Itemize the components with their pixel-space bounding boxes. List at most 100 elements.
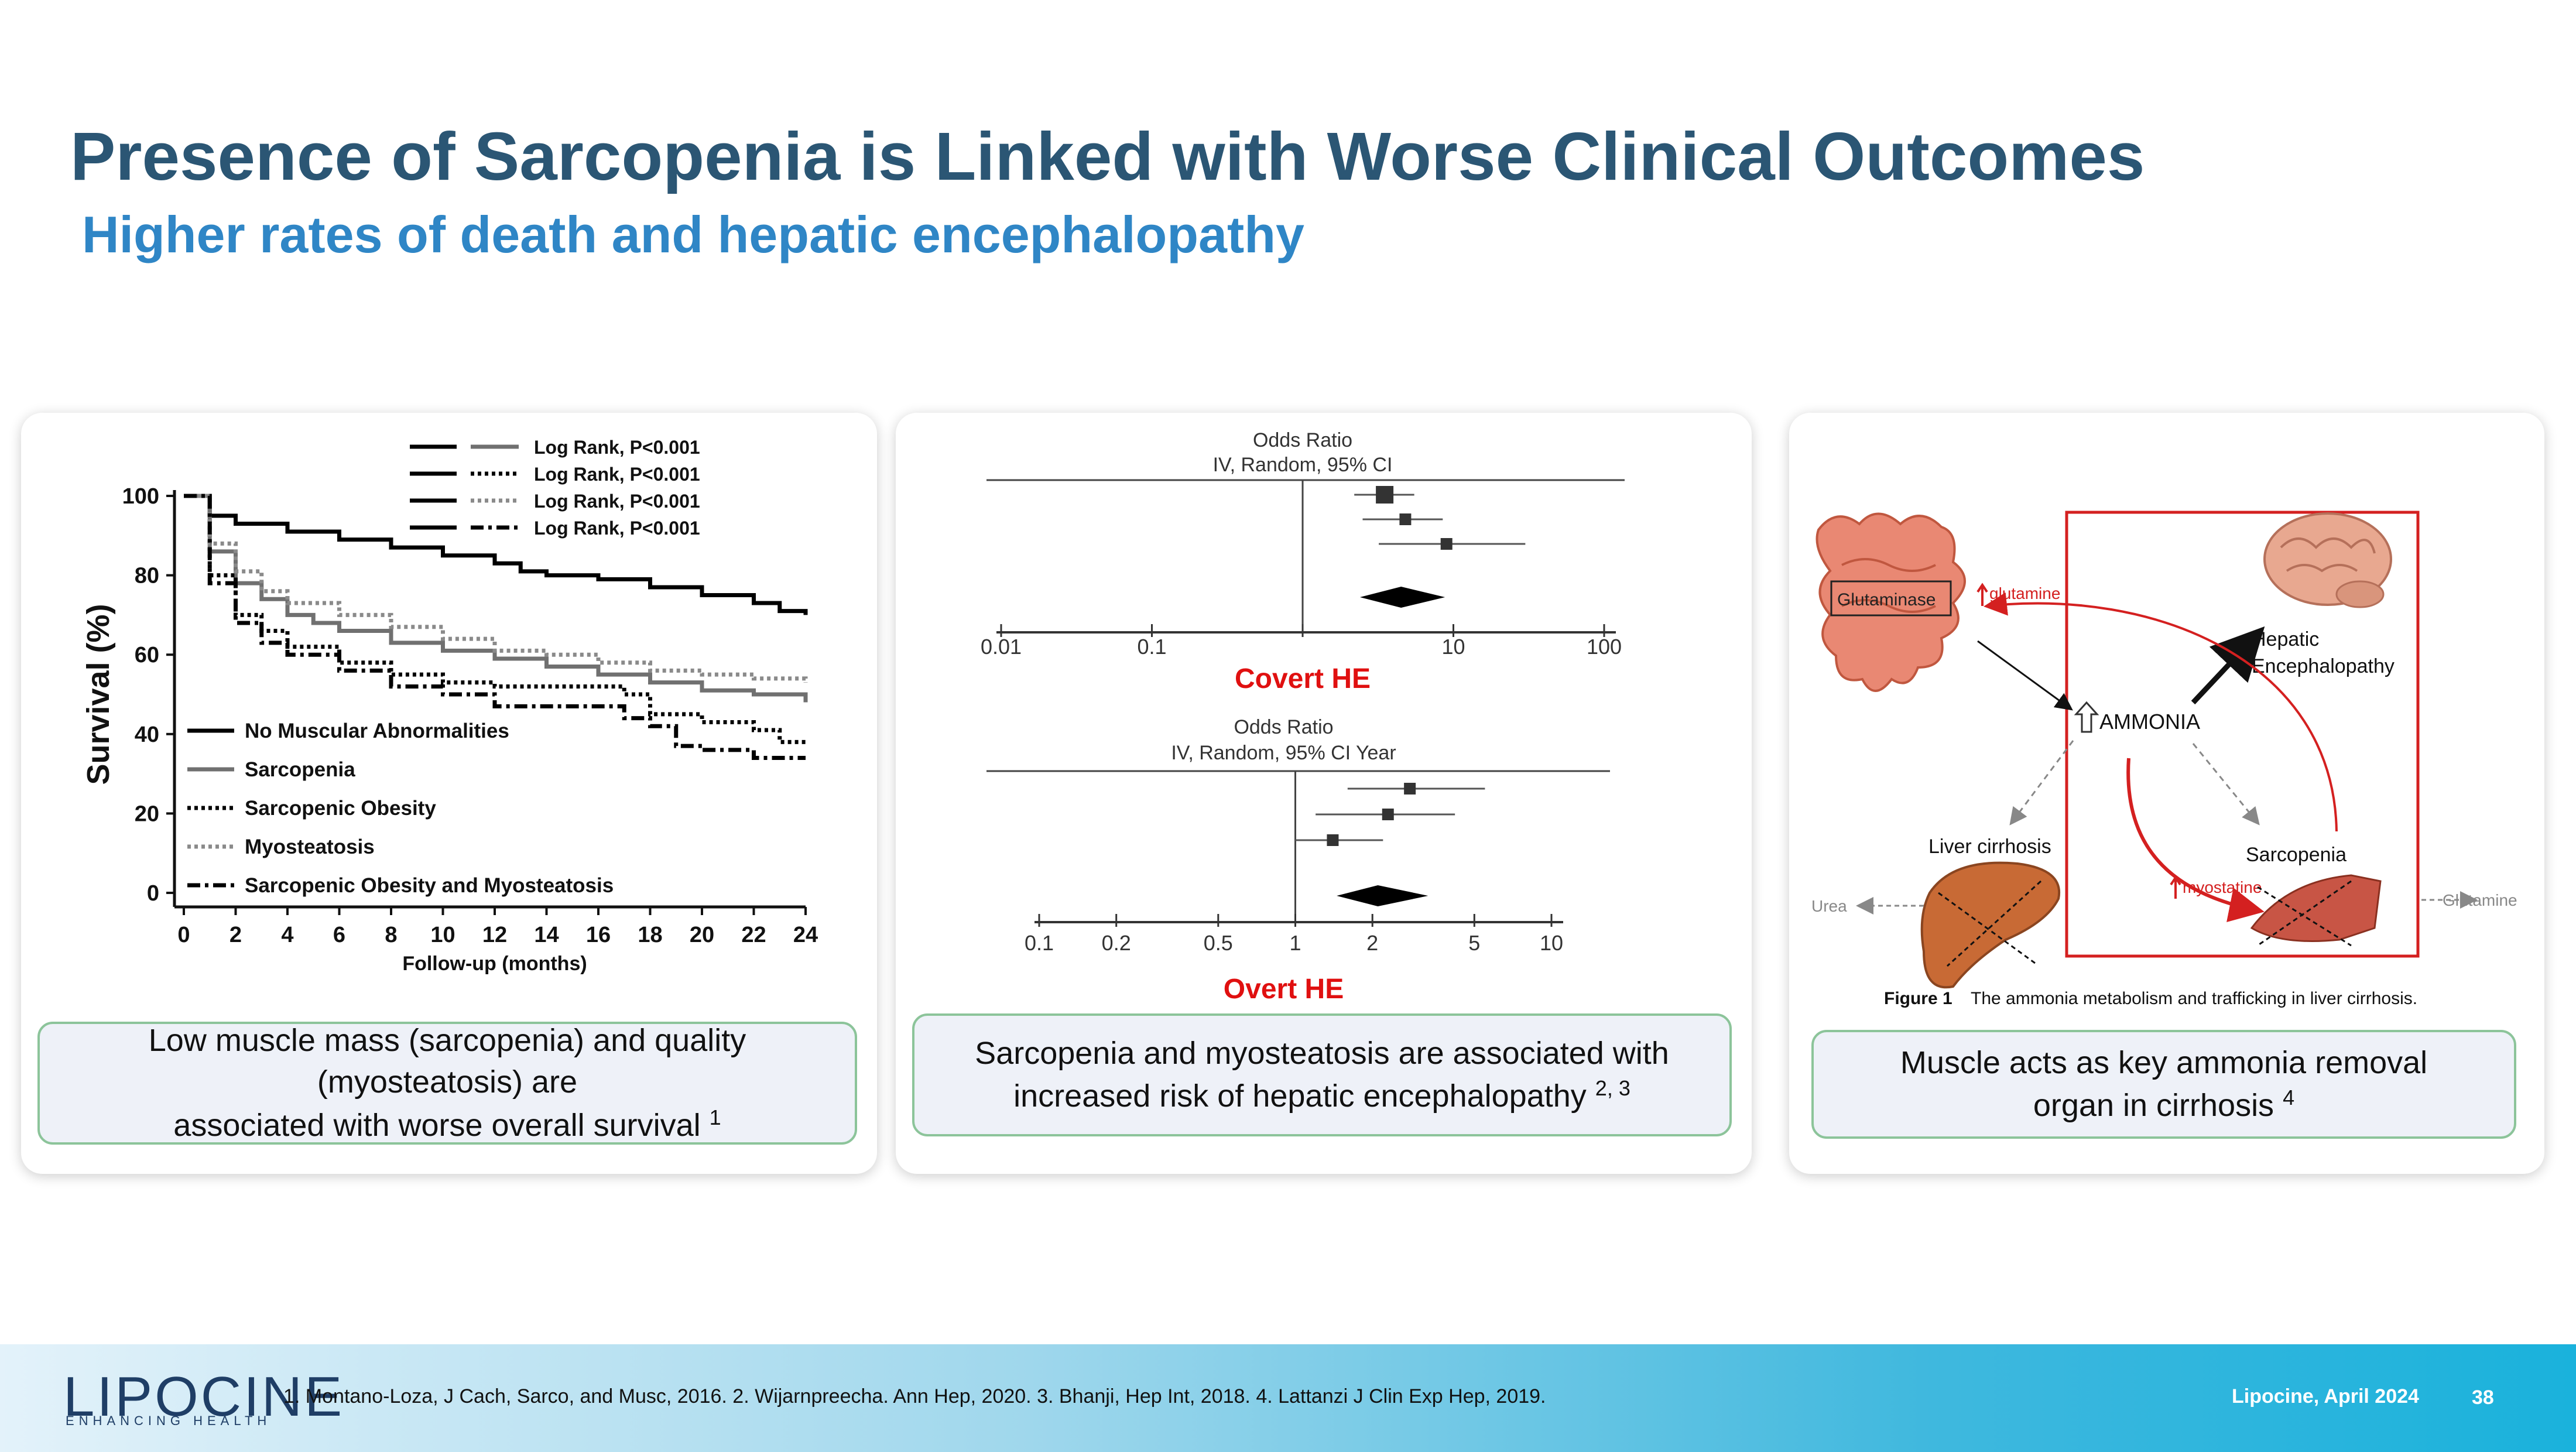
x-axis-label: Follow-up (months) (402, 953, 587, 975)
he-caption: Sarcopenia and myosteatosis are associat… (912, 1013, 1732, 1136)
references: 1. Montano-Loza, J Cach, Sarco, and Musc… (283, 1385, 1546, 1408)
forest-tick-label: 0.1 (1025, 931, 1054, 955)
x-tick-label: 14 (534, 923, 559, 947)
x-tick-label: 16 (586, 923, 611, 947)
y-tick-label: 100 (122, 484, 159, 509)
legend-label-3: Sarcopenic Obesity (245, 797, 436, 820)
forest-tick-label: 0.01 (981, 635, 1022, 659)
point-estimate-3 (1440, 538, 1453, 550)
pooled-diamond (1359, 587, 1445, 608)
urea-label: Urea (1811, 897, 1847, 915)
liver-label: Liver cirrhosis (1928, 835, 2051, 858)
y-tick-label: 20 (135, 802, 159, 826)
x-tick-label: 4 (281, 923, 293, 947)
forest-tick-label: 5 (1468, 931, 1480, 955)
logo-tagline: ENHANCING HEALTH (66, 1413, 272, 1428)
page-number: 38 (2472, 1386, 2494, 1409)
intestine-icon (1815, 512, 1966, 692)
ammonia-to-muscle-red-arrow (2126, 758, 2265, 922)
survival-curve-2 (184, 494, 808, 703)
slide-title: Presence of Sarcopenia is Linked with Wo… (70, 118, 2145, 194)
he-caption-line2: increased risk of hepatic encephalopathy (1013, 1078, 1587, 1114)
log-rank-label-3: Log Rank, P<0.001 (534, 491, 700, 512)
gut-to-ammonia-arrow (1977, 640, 2073, 711)
y-tick-label: 80 (135, 564, 159, 588)
slide-subtitle: Higher rates of death and hepatic enceph… (82, 206, 1304, 263)
glutaminase-box (1830, 580, 1952, 617)
x-tick-label: 18 (638, 923, 662, 947)
x-tick-label: 8 (385, 923, 397, 947)
hepatic-label-2: Encephalopathy (2252, 655, 2395, 677)
footer: LIPOCINE ENHANCING HEALTH 1. Montano-Loz… (0, 1344, 2576, 1452)
forest-header-1: Odds Ratio (1234, 716, 1333, 738)
ammonia-caption-line2: organ in cirrhosis (2033, 1088, 2274, 1123)
ammonia-caption: Muscle acts as key ammonia removal organ… (1811, 1030, 2516, 1139)
forest-panel: Odds Ratio IV, Random, 95% CI 0.01 0.1 10 100… (896, 413, 1752, 1174)
survival-chart: 0 2 4 6 8 10 12 14 16 18 20 22 24020406080100Follow-… (81, 437, 818, 975)
survival-panel: 0 2 4 6 8 10 12 14 16 18 20 22 24 0 20 40 60 80 100 Follow-… (21, 413, 877, 1174)
forest-title: Covert HE (1235, 663, 1371, 694)
forest-header-1: Odds Ratio (1253, 429, 1352, 451)
legend-label-2: Sarcopenia (245, 758, 355, 781)
y-tick-label: 60 (135, 643, 159, 667)
x-tick-label: 2 (229, 923, 242, 947)
point-estimate-2 (1399, 513, 1412, 525)
log-rank-label-2: Log Rank, P<0.001 (534, 464, 700, 485)
forest-tick-label: 1 (1289, 931, 1301, 955)
point-estimate-3 (1327, 834, 1339, 846)
legend-label-1: No Muscular Abnormalities (245, 720, 509, 742)
forest-header-2: IV, Random, 95% CI Year (1171, 742, 1396, 764)
ammonia-caption-ref: 4 (2283, 1085, 2295, 1109)
point-estimate-2 (1382, 809, 1394, 820)
forest-tick-label: 2 (1366, 931, 1378, 955)
point-estimate-1 (1376, 486, 1394, 504)
legend-label-5: Sarcopenic Obesity and Myosteatosis (245, 874, 614, 897)
he-caption-ref: 2, 3 (1595, 1076, 1630, 1100)
forest-tick-label: 0.5 (1204, 931, 1233, 955)
y-axis-label: Survival (%) (81, 604, 116, 785)
forest-tick-label: 100 (1587, 635, 1622, 659)
muscle-icon (2250, 874, 2382, 942)
forest-tick-label: 10 (1540, 931, 1563, 955)
survival-curve-4 (184, 494, 808, 683)
survival-caption-line2: associated with worse overall survival (173, 1107, 701, 1143)
survival-caption: Low muscle mass (sarcopenia) and quality… (37, 1022, 857, 1145)
myostatine-label: myostatine (2183, 878, 2262, 896)
figure-caption: The ammonia metabolism and trafficking i… (1971, 989, 2417, 1008)
x-tick-label: 0 (177, 923, 190, 947)
forest-tick-label: 10 (1441, 635, 1465, 659)
ammonia-to-he-arrow (2191, 626, 2265, 705)
survival-curve-3 (184, 494, 806, 744)
x-tick-label: 22 (741, 923, 766, 947)
forest-tick-label: 0.2 (1102, 931, 1131, 955)
forest-header-2: IV, Random, 95% CI (1213, 454, 1393, 476)
forest-tick-label: 0.1 (1137, 635, 1166, 659)
forest-title: Overt HE (1224, 974, 1344, 1005)
glutamine-label: glutamine (1989, 584, 2060, 602)
y-tick-label: 0 (147, 881, 159, 906)
ammonia-frame (2065, 511, 2420, 958)
survival-caption-line1: Low muscle mass (sarcopenia) and quality… (148, 1023, 746, 1100)
x-tick-label: 24 (793, 923, 818, 947)
survival-curve-1 (184, 494, 808, 615)
pooled-diamond (1337, 885, 1429, 906)
log-rank-label-1: Log Rank, P<0.001 (534, 437, 700, 458)
glutamine-out-label: Glutamine (2443, 891, 2517, 909)
ammonia-label: AMMONIA (2099, 710, 2200, 734)
ammonia-to-liver-arrow (2009, 740, 2074, 826)
ammonia-caption-line1: Muscle acts as key ammonia removal (1900, 1045, 2428, 1080)
point-estimate-1 (1404, 783, 1416, 795)
he-caption-line1: Sarcopenia and myosteatosis are associat… (975, 1035, 1669, 1071)
x-tick-label: 20 (690, 923, 714, 947)
lipocine-logo: LIPOCINE (63, 1365, 345, 1428)
liver-icon (1920, 861, 2061, 989)
hepatic-label-1: Hepatic (2252, 628, 2319, 650)
x-tick-label: 10 (430, 923, 455, 947)
ammonia-to-sarcopenia-arrow (2192, 743, 2260, 826)
survival-curve-5 (184, 494, 806, 760)
muscle-to-gut-red-arrow (1984, 592, 2338, 832)
glutamine-up-arrow-icon (1976, 583, 1988, 606)
ammonia-panel: Glutaminase glutamine Hepatic Encephalop… (1789, 413, 2544, 1174)
myostatine-up-arrow-icon (2170, 875, 2181, 899)
